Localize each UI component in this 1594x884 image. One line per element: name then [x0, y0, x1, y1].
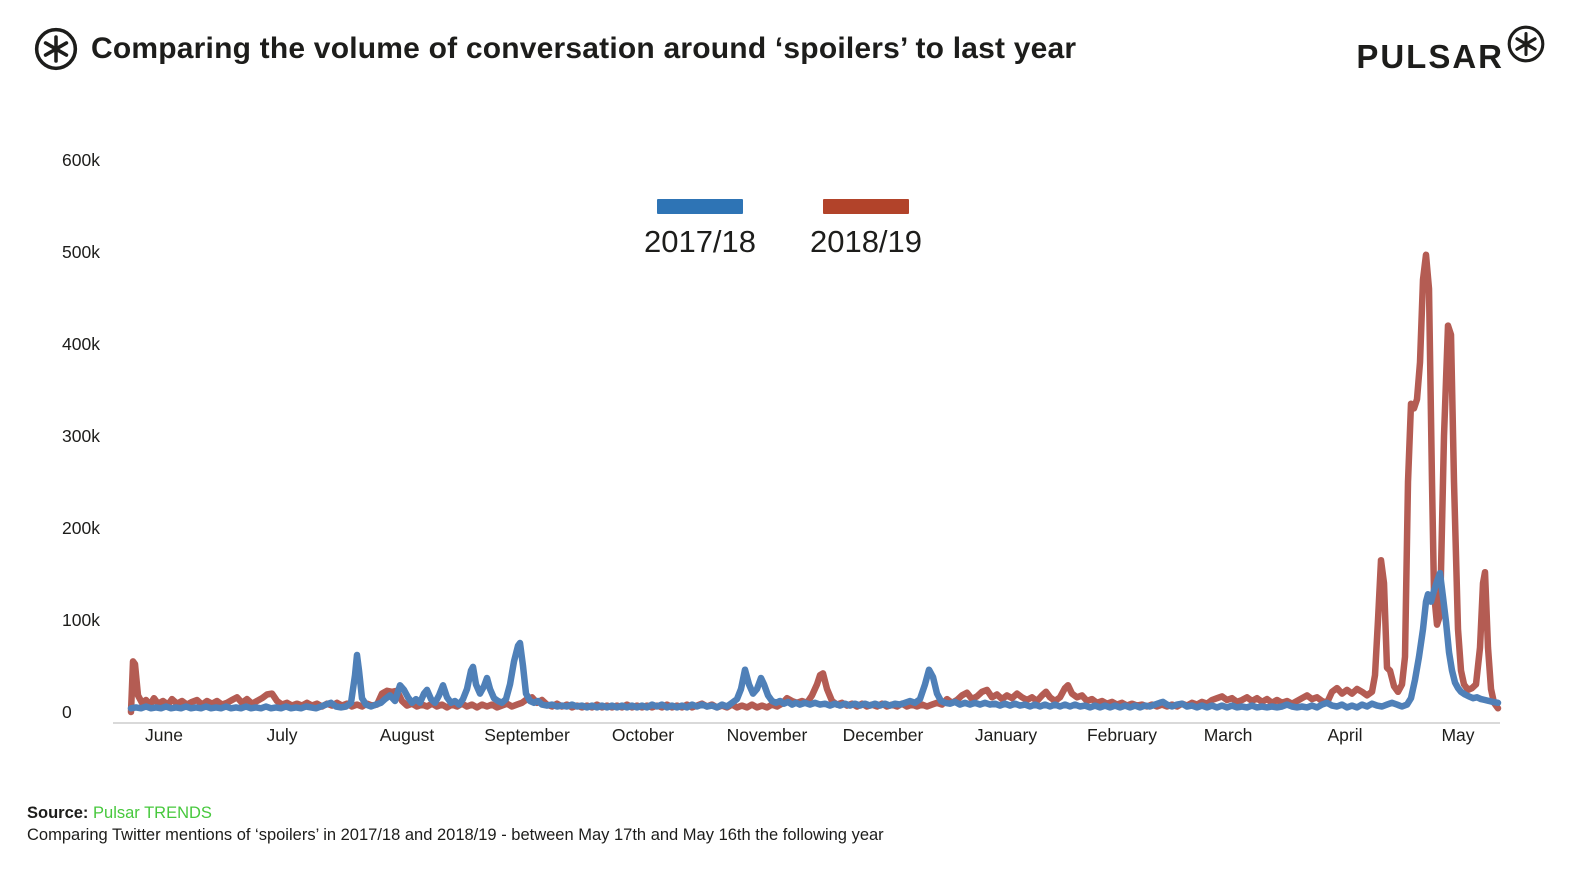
page-title: Comparing the volume of conversation aro…	[91, 32, 1077, 65]
source-name: Pulsar TRENDS	[93, 804, 212, 822]
asterisk-circle-icon	[34, 27, 78, 71]
x-tick-label: April	[1327, 725, 1362, 745]
series-line-2018/19	[127, 251, 1502, 716]
legend-label: 2017/18	[643, 224, 757, 259]
y-tick-label: 500k	[62, 242, 100, 262]
y-tick-label: 600k	[62, 150, 100, 170]
y-tick-label: 0	[62, 702, 72, 722]
pulsar-asterisk-icon	[1507, 25, 1545, 63]
x-tick-label: October	[612, 725, 674, 745]
y-tick-label: 400k	[62, 334, 100, 354]
legend-item-2018-19: 2018/19	[806, 199, 926, 260]
x-tick-label: January	[975, 725, 1038, 745]
x-tick-label: February	[1087, 725, 1157, 745]
brand-name: PULSAR	[1356, 38, 1504, 75]
x-tick-label: March	[1204, 725, 1253, 745]
brand-logo: PULSAR	[1356, 25, 1546, 76]
legend-swatch-blue	[657, 199, 743, 214]
header: Comparing the volume of conversation aro…	[33, 26, 1076, 72]
x-tick-label: June	[145, 725, 183, 745]
y-tick-label: 100k	[62, 610, 100, 630]
y-tick-label: 300k	[62, 426, 100, 446]
x-tick-label: May	[1441, 725, 1474, 745]
x-tick-label: September	[484, 725, 570, 745]
source-label: Source:	[27, 804, 89, 822]
legend-label: 2018/19	[809, 224, 923, 259]
line-chart: 600k 500k 400k 300k 200k 100k 0 June July August S…	[62, 150, 1502, 745]
chart-caption: Comparing Twitter mentions of ‘spoilers’…	[27, 826, 884, 844]
chart-legend: 2017/18 2018/19	[640, 199, 926, 260]
x-tick-label: December	[843, 725, 924, 745]
x-tick-label: July	[266, 725, 297, 745]
y-tick-label: 200k	[62, 518, 100, 538]
legend-swatch-red	[823, 199, 909, 214]
source-line: Source: Pulsar TRENDS	[27, 802, 212, 824]
x-tick-label: August	[380, 725, 435, 745]
legend-item-2017-18: 2017/18	[640, 199, 760, 260]
x-tick-label: November	[727, 725, 808, 745]
series-line-2017/18	[127, 569, 1502, 712]
